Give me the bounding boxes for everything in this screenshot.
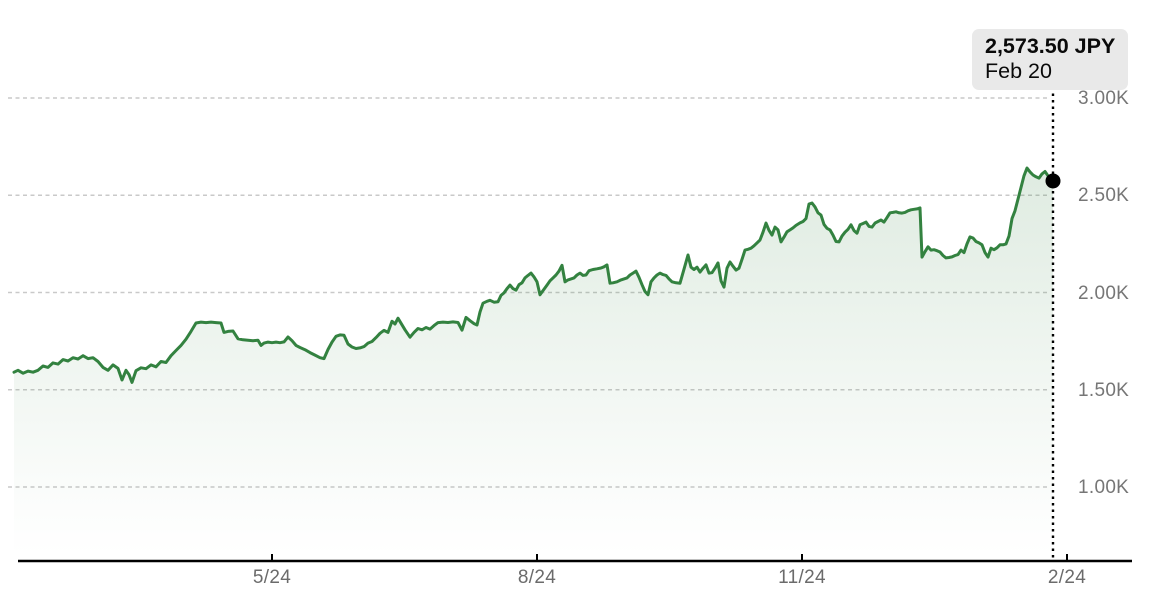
y-tick-label: 1.00K (1078, 477, 1130, 498)
price-tooltip: 2,573.50 JPY Feb 20 (972, 29, 1129, 90)
x-tick-label: 8/24 (517, 567, 557, 588)
y-tick-label: 1.50K (1078, 379, 1130, 401)
y-tick-label: 3.00K (1078, 88, 1130, 109)
x-axis-ticks (271, 554, 1068, 561)
y-tick-label: 2.00K (1078, 282, 1130, 304)
y-tick-label: 2.50K (1078, 185, 1130, 207)
price-line (12, 166, 1055, 384)
x-tick-label: 5/24 (252, 567, 292, 588)
x-tick-label: 2/24 (1047, 567, 1087, 588)
last-price-marker (1045, 173, 1061, 189)
tooltip-date: Feb 20 (985, 59, 1052, 83)
area-fill (14, 168, 1053, 560)
x-tick-label: 11/24 (778, 567, 826, 588)
tooltip-price: 2,573.50 JPY (985, 34, 1116, 58)
